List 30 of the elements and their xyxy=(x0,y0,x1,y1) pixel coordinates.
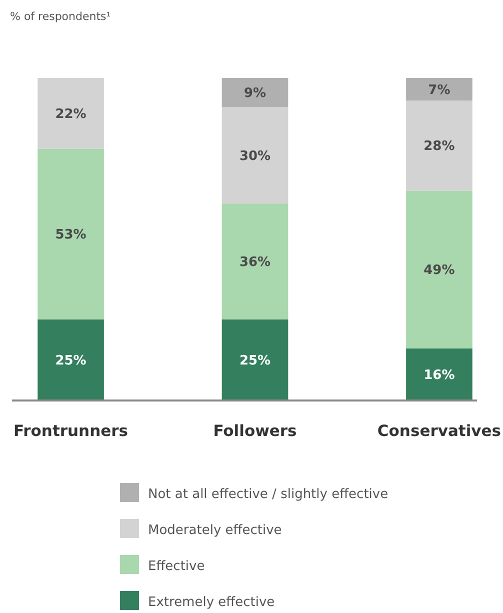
bar xyxy=(38,78,104,149)
bar xyxy=(222,320,288,400)
legend-label: Moderately effective xyxy=(148,523,282,538)
x-tick-label: Frontrunners xyxy=(14,422,128,440)
data-label: 28% xyxy=(424,139,455,154)
bar xyxy=(406,78,472,101)
bar xyxy=(222,204,288,320)
bar xyxy=(222,78,288,107)
data-label: 49% xyxy=(424,263,455,278)
data-label: 16% xyxy=(424,368,455,383)
bar xyxy=(406,348,472,400)
data-label: 36% xyxy=(239,255,271,270)
data-label: 25% xyxy=(239,353,271,368)
legend-label: Extremely effective xyxy=(148,595,275,610)
bar xyxy=(406,190,472,348)
bar xyxy=(38,320,104,400)
chart-subtitle: % of respondents¹ xyxy=(10,10,111,23)
legend-label: Not at all effective / slightly effective xyxy=(148,487,388,502)
bar xyxy=(222,106,288,204)
bar xyxy=(406,100,472,191)
data-label: 7% xyxy=(428,82,450,98)
legend-label: Effective xyxy=(148,559,205,574)
data-label: 53% xyxy=(55,228,86,243)
data-label: 25% xyxy=(55,353,86,368)
data-label: 30% xyxy=(239,148,271,164)
data-label: 22% xyxy=(55,106,86,122)
x-tick-label: Followers xyxy=(213,422,297,440)
data-label: 9% xyxy=(244,86,266,102)
x-tick-label: Conservatives xyxy=(377,422,501,440)
bar xyxy=(38,148,104,320)
